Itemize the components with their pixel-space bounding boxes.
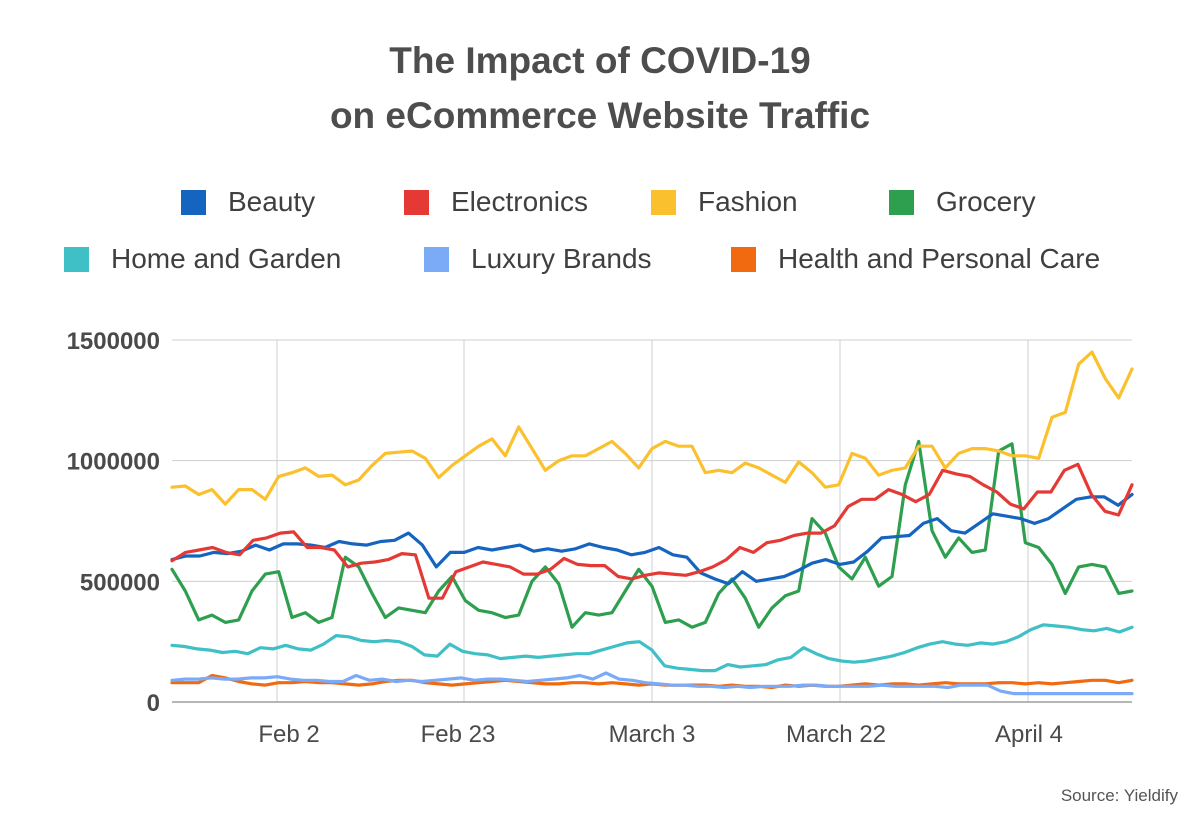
x-tick-label: March 3 — [609, 721, 696, 748]
legend-label-fashion: Fashion — [698, 186, 798, 217]
series-line-home-and-garden — [170, 623, 1134, 673]
legend-label-luxury-brands: Luxury Brands — [471, 243, 652, 274]
legend-swatch-fashion — [651, 189, 676, 215]
series-line-electronics — [170, 462, 1134, 600]
series-line-luxury-brands — [170, 671, 1134, 696]
legend-label-electronics: Electronics — [451, 186, 588, 217]
legend-label-beauty: Beauty — [228, 186, 316, 217]
legend-swatch-beauty — [181, 189, 206, 215]
legend-item-home-and-garden: Home and Garden — [64, 243, 341, 275]
legend-item-grocery: Grocery — [889, 186, 1036, 218]
y-tick-label: 1000000 — [67, 449, 160, 476]
y-tick-label: 500000 — [80, 569, 160, 596]
series-line-grocery — [170, 439, 1134, 629]
x-tick-label: March 22 — [786, 721, 886, 748]
x-tick-label: Feb 2 — [258, 721, 319, 748]
legend-swatch-health-and-personal-care — [731, 246, 756, 272]
x-tick-label: April 4 — [995, 721, 1063, 748]
legend-swatch-grocery — [889, 189, 914, 215]
legend-item-fashion: Fashion — [651, 186, 798, 218]
legend-swatch-electronics — [404, 189, 429, 215]
legend-label-grocery: Grocery — [936, 186, 1036, 217]
legend-swatch-luxury-brands — [424, 246, 449, 272]
y-tick-label: 1500000 — [67, 328, 160, 355]
series-line-beauty — [170, 492, 1134, 586]
chart-title-line-1: The Impact of COVID-19 — [389, 40, 811, 81]
legend-label-home-and-garden: Home and Garden — [111, 243, 342, 274]
source-note: Source: Yieldify — [1060, 786, 1178, 805]
x-tick-label: Feb 23 — [421, 721, 496, 748]
series-line-fashion — [170, 350, 1134, 506]
legend-swatch-home-and-garden — [64, 246, 89, 272]
chart-title-line-2: on eCommerce Website Traffic — [329, 95, 871, 136]
y-tick-label: 0 — [147, 690, 160, 717]
legend-item-luxury-brands: Luxury Brands — [424, 243, 652, 275]
legend-item-beauty: Beauty — [181, 186, 315, 218]
legend-item-electronics: Electronics — [404, 186, 588, 218]
legend-label-health-and-personal-care: Health and Personal Care — [778, 243, 1101, 274]
legend-item-health-and-personal-care: Health and Personal Care — [731, 243, 1100, 275]
